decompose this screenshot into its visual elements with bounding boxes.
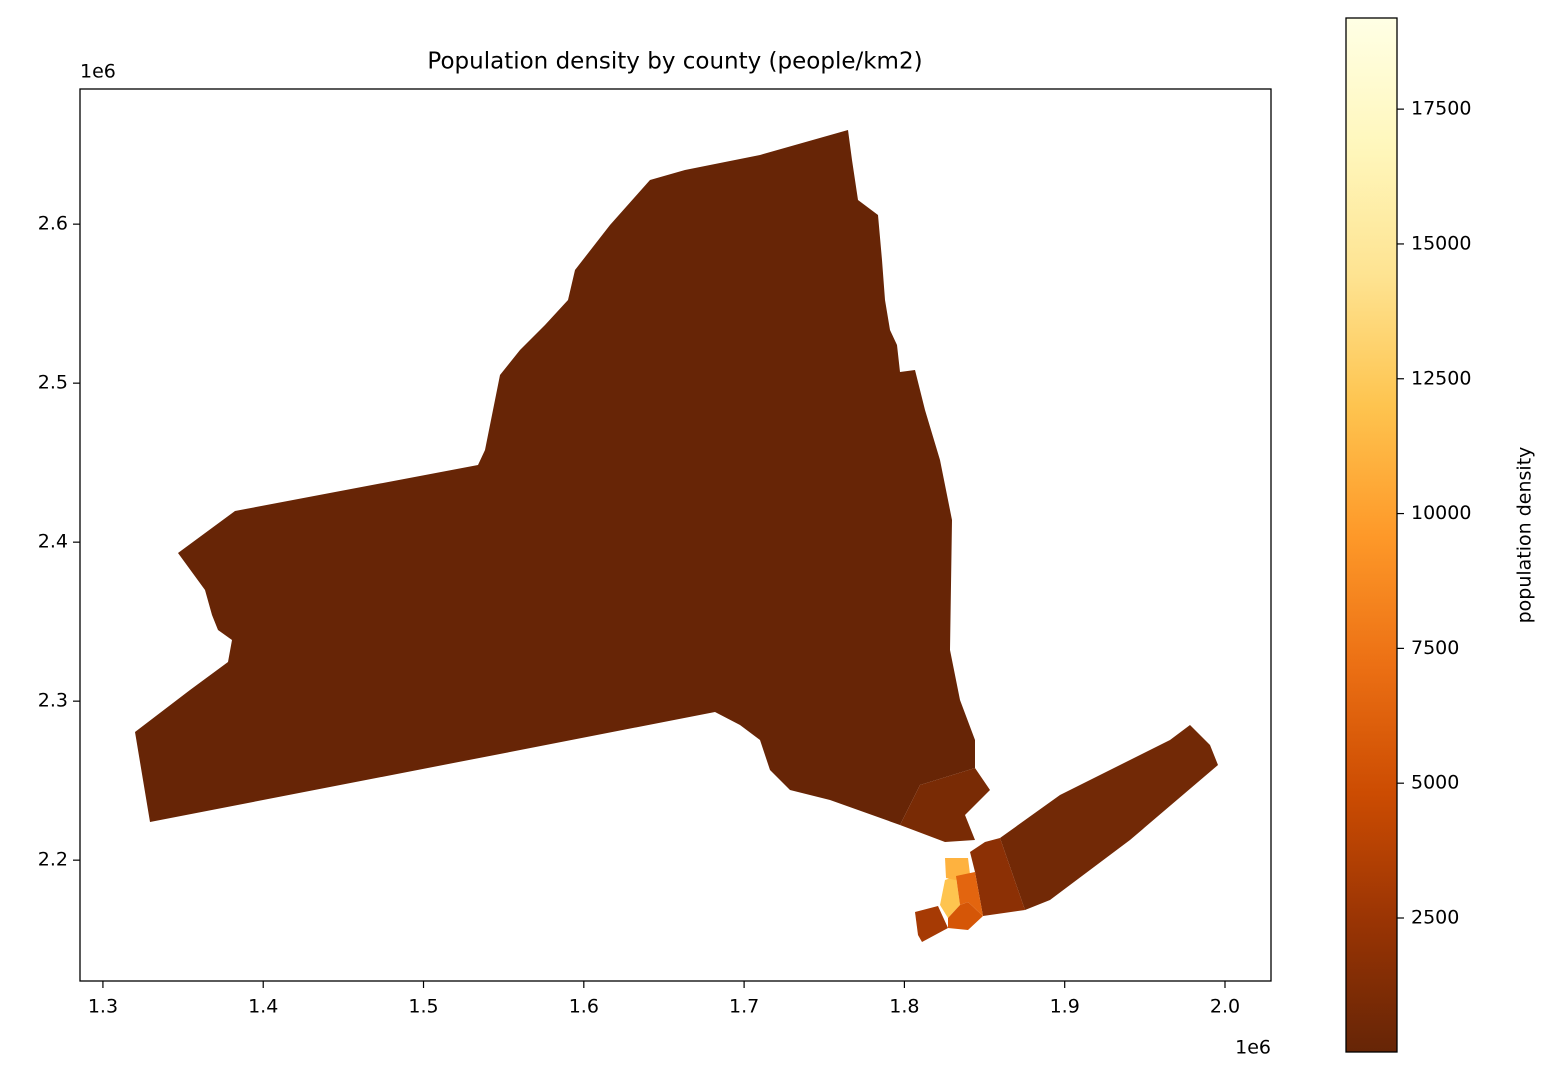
- colorbar-tick-label: 2500: [1411, 906, 1459, 928]
- x-tick-label: 1.9: [1050, 996, 1080, 1018]
- x-tick-label: 1.8: [889, 996, 919, 1018]
- x-offset-label: 1e6: [1235, 1037, 1271, 1059]
- region: [956, 872, 983, 916]
- region: [915, 906, 948, 942]
- colorbar: [1345, 17, 1398, 1053]
- x-tick-label: 1.4: [248, 996, 278, 1018]
- colorbar-tick-label: 12500: [1411, 367, 1471, 389]
- colorbar-tick-label: 10000: [1411, 502, 1471, 524]
- y-tick-label: 2.6: [38, 213, 68, 235]
- y-tick-label: 2.5: [38, 372, 68, 394]
- region: [970, 838, 1025, 916]
- y-offset-label: 1e6: [80, 61, 116, 83]
- x-tick-label: 1.5: [408, 996, 438, 1018]
- y-tick-label: 2.4: [38, 531, 68, 553]
- colorbar-tick-label: 15000: [1411, 232, 1471, 254]
- x-tick-label: 1.6: [569, 996, 599, 1018]
- map: [135, 130, 1218, 942]
- colorbar-tick-label: 5000: [1411, 772, 1459, 794]
- region: [940, 876, 960, 918]
- region: [1000, 725, 1218, 910]
- axes-frame: [79, 88, 1272, 982]
- x-tick-label: 1.7: [729, 996, 759, 1018]
- y-tick-label: 2.3: [38, 690, 68, 712]
- x-tick-label: 2.0: [1210, 996, 1240, 1018]
- x-tick-label: 1.3: [88, 996, 118, 1018]
- region: [900, 768, 990, 842]
- colorbar-label: population density: [1514, 447, 1536, 624]
- region: [135, 130, 975, 825]
- region: [948, 902, 983, 930]
- colorbar-tick-label: 17500: [1411, 98, 1471, 120]
- y-tick-label: 2.2: [38, 849, 68, 871]
- colorbar-tick-label: 7500: [1411, 637, 1459, 659]
- chart-title: Population density by county (people/km2…: [427, 49, 922, 75]
